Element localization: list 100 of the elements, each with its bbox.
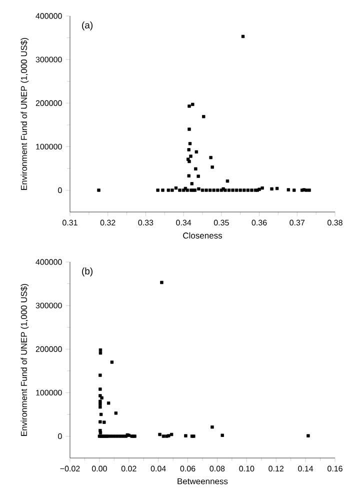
- point: [98, 405, 102, 409]
- point: [99, 412, 103, 416]
- point: [112, 434, 116, 438]
- annotation: (b): [82, 267, 92, 276]
- point: [100, 396, 104, 400]
- point: [306, 434, 310, 438]
- point: [216, 188, 220, 192]
- x-tick-label: 0.16: [328, 466, 342, 472]
- y-tick-label: 200000: [36, 100, 62, 106]
- x-tick-label: 0.14: [298, 466, 314, 472]
- point: [238, 188, 242, 192]
- point: [246, 188, 250, 192]
- point: [197, 187, 200, 191]
- x-axis-title: Betweenness: [178, 478, 228, 484]
- x-tick-label: 0.12: [268, 466, 284, 472]
- point: [170, 188, 174, 192]
- point: [231, 188, 234, 192]
- x-tick-label: 0.33: [138, 220, 154, 226]
- x-tick-label: 0.32: [100, 220, 116, 226]
- point: [194, 150, 198, 154]
- point: [187, 148, 190, 152]
- point: [161, 188, 164, 192]
- point: [191, 102, 194, 106]
- x-tick-label: −0.02: [60, 466, 80, 472]
- point: [98, 348, 102, 352]
- point: [174, 186, 178, 190]
- point: [98, 400, 102, 403]
- point: [118, 434, 122, 438]
- point: [170, 432, 174, 436]
- point: [158, 432, 162, 436]
- x-tick-label: 0.38: [328, 220, 342, 226]
- x-tick-label: 0.36: [252, 220, 267, 226]
- point: [98, 351, 102, 355]
- point: [98, 420, 102, 424]
- point: [275, 186, 279, 190]
- point: [292, 188, 296, 192]
- point: [102, 420, 106, 424]
- point: [178, 188, 182, 192]
- y-tick-label: 100000: [36, 390, 62, 396]
- x-tick-label: 0.35: [214, 220, 229, 226]
- point: [308, 188, 311, 192]
- point: [241, 34, 245, 38]
- point: [116, 434, 119, 438]
- point: [209, 156, 212, 160]
- point: [98, 402, 102, 406]
- point: [189, 154, 192, 158]
- point: [234, 188, 238, 192]
- point: [224, 188, 227, 192]
- x-tick-label: 0.31: [62, 220, 78, 226]
- x-tick-label: 0.04: [150, 466, 166, 472]
- point: [160, 280, 164, 284]
- x-tick-label: 0.10: [239, 466, 254, 472]
- point: [260, 186, 264, 190]
- point: [156, 188, 160, 192]
- x-axis-title: Closeness: [183, 232, 222, 239]
- x-tick-label: 0.37: [290, 220, 305, 226]
- x-tick-label: 0.08: [210, 466, 225, 472]
- point: [226, 179, 230, 183]
- point: [194, 167, 198, 170]
- point: [184, 434, 188, 438]
- y-tick-label: 0: [58, 187, 62, 194]
- x-tick-label: 0.02: [121, 466, 136, 472]
- x-tick-label: 0.34: [176, 220, 192, 226]
- point: [200, 188, 204, 192]
- point: [98, 431, 102, 434]
- point: [188, 128, 191, 131]
- point: [304, 188, 308, 192]
- y-tick-label: 400000: [36, 13, 62, 19]
- y-tick-label: 300000: [36, 302, 62, 308]
- point: [210, 425, 214, 429]
- y-tick-label: 300000: [36, 56, 62, 62]
- point: [188, 142, 192, 146]
- x-tick-label: 0.00: [92, 466, 107, 472]
- point: [166, 188, 170, 192]
- point: [286, 188, 290, 192]
- point: [208, 188, 212, 192]
- y-axis-title: Environment Fund of UNEP (1,000 US$): [20, 284, 29, 436]
- point: [227, 188, 231, 192]
- point: [212, 188, 216, 192]
- point: [97, 188, 100, 192]
- point: [204, 188, 208, 192]
- x-tick-label: 0.06: [180, 466, 196, 472]
- point: [188, 160, 191, 164]
- point: [110, 360, 114, 364]
- point: [114, 412, 118, 415]
- point: [202, 115, 206, 118]
- point: [162, 434, 166, 438]
- y-tick-label: 100000: [36, 144, 62, 150]
- point: [188, 104, 191, 108]
- y-axis-title: Environment Fund of UNEP (1,000 US$): [20, 38, 29, 190]
- y-tick-label: 400000: [36, 259, 62, 265]
- point: [110, 434, 113, 438]
- point: [210, 166, 214, 169]
- point: [242, 188, 246, 192]
- point: [270, 187, 274, 191]
- point: [187, 174, 190, 178]
- point: [250, 188, 254, 192]
- y-tick-label: 200000: [36, 346, 62, 352]
- point: [220, 434, 224, 437]
- point: [98, 388, 102, 391]
